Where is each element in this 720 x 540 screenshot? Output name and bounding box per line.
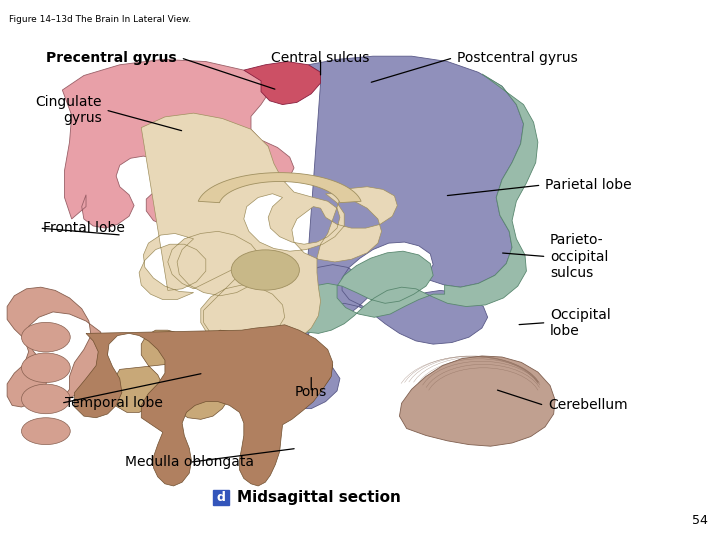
Text: Cingulate
gyrus: Cingulate gyrus <box>35 95 102 125</box>
Text: Parietal lobe: Parietal lobe <box>545 178 631 192</box>
Ellipse shape <box>22 418 71 444</box>
Polygon shape <box>109 330 333 423</box>
Text: Central sulcus: Central sulcus <box>271 51 370 65</box>
Polygon shape <box>244 62 320 105</box>
Polygon shape <box>289 74 538 333</box>
Polygon shape <box>139 113 397 353</box>
Text: Midsagittal section: Midsagittal section <box>237 490 400 505</box>
Text: Temporal lobe: Temporal lobe <box>65 396 163 410</box>
Text: Figure 14–13d The Brain In Lateral View.: Figure 14–13d The Brain In Lateral View. <box>9 15 191 24</box>
Polygon shape <box>63 59 294 228</box>
Text: 54: 54 <box>692 514 708 527</box>
Text: Postcentral gyrus: Postcentral gyrus <box>456 51 577 65</box>
Text: Pons: Pons <box>295 386 328 400</box>
Text: Parieto-
occipital
sulcus: Parieto- occipital sulcus <box>550 233 608 280</box>
Polygon shape <box>198 173 361 202</box>
Ellipse shape <box>22 353 71 382</box>
Bar <box>213 490 229 505</box>
Ellipse shape <box>22 384 71 414</box>
Polygon shape <box>75 325 333 486</box>
Text: d: d <box>217 491 225 504</box>
Text: Precentral gyrus: Precentral gyrus <box>47 51 177 65</box>
Text: Medulla oblongata: Medulla oblongata <box>125 455 254 469</box>
Polygon shape <box>7 287 107 407</box>
Text: Frontal lobe: Frontal lobe <box>43 221 125 235</box>
Text: Cerebellum: Cerebellum <box>548 399 628 413</box>
Text: Occipital
lobe: Occipital lobe <box>550 308 611 338</box>
Polygon shape <box>289 56 523 409</box>
Polygon shape <box>400 356 555 446</box>
Ellipse shape <box>231 250 300 290</box>
Ellipse shape <box>22 322 71 352</box>
